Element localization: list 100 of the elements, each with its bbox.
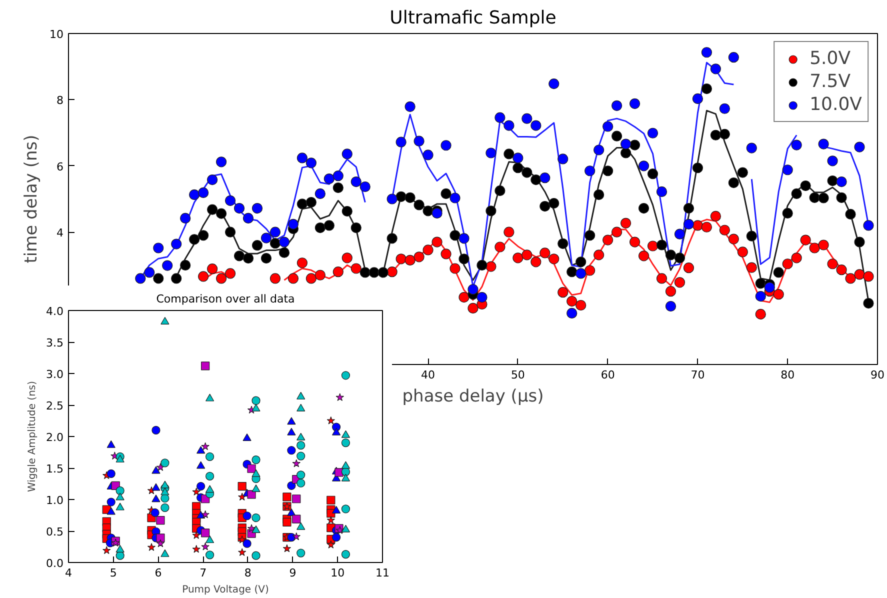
point [106,469,116,478]
y-tick-label: 4.0 [46,305,64,318]
point [341,550,350,559]
point [238,548,246,556]
point [201,510,210,518]
x-tick-label: 80 [780,368,795,382]
point [296,548,306,558]
point [296,452,306,460]
y-tick-label: 1.5 [46,462,64,476]
point [106,507,116,515]
point [106,498,116,506]
point [252,456,260,464]
point [196,461,206,469]
y-tick-label: 10 [50,28,64,41]
point [160,458,170,468]
point [282,518,292,526]
point [287,446,296,455]
chart-title: Ultramafic Sample [390,8,556,28]
point [201,442,210,450]
point [150,508,160,518]
point [238,482,246,491]
x-axis-title: Pump Voltage (V) [182,584,269,596]
legend-label: 7.5V [810,71,851,92]
point [192,531,200,539]
point [341,371,350,380]
point [292,514,301,524]
point [160,488,170,496]
x-tick-label: 70 [690,368,705,382]
legend-label: 10.0V [810,94,862,115]
x-tick-label: 10 [330,566,345,580]
point [192,544,200,553]
point [252,469,260,477]
y-tick-label: 2.0 [46,431,64,444]
y-tick-label: 0.0 [46,557,64,570]
point [326,540,336,548]
point [152,494,160,502]
point [116,544,124,553]
legend-label: 5.0V [810,48,851,69]
point [326,496,336,504]
point [247,524,256,532]
y-axis-title: Wiggle Amplitude (ns) [27,380,38,492]
x-tick-label: 6 [154,566,162,580]
point [160,480,170,488]
point [296,470,306,480]
point [116,492,124,500]
chart-title: Comparison over all data [156,292,295,306]
x-tick-label: 8 [244,566,252,580]
y-tick-label: 3.5 [46,336,64,350]
point [341,430,350,438]
point [206,550,214,560]
point [206,485,214,493]
point [292,494,301,504]
point [147,543,156,551]
y-axis-title: time delay (ns) [22,134,42,264]
point [341,438,350,448]
point [326,416,336,424]
x-tick-label: 11 [376,566,390,580]
x-tick-label: 40 [421,368,436,382]
point [160,549,170,557]
x-tick-label: 7 [200,566,207,580]
point [156,516,165,525]
point [252,484,260,492]
point [242,512,252,520]
point [116,486,124,495]
point [247,490,256,499]
point [106,440,116,448]
point [341,524,350,532]
point [192,488,200,496]
point [156,539,165,548]
point [238,492,246,501]
point [206,394,214,402]
point [116,454,124,462]
point [152,466,160,474]
point [196,446,206,454]
point [252,396,260,405]
x-tick-label: 50 [510,368,525,382]
point [282,492,292,502]
x-tick-label: 90 [870,368,884,382]
point [332,533,341,542]
point [160,503,170,512]
x-tick-label: 9 [289,566,296,580]
point [206,452,214,461]
point [252,513,260,522]
y-tick-label: 3.0 [46,368,64,381]
point [160,316,170,324]
point [341,504,350,514]
point [252,551,260,560]
x-tick-label: 4 [65,566,72,580]
point [296,432,306,440]
point [296,441,306,450]
point [252,525,260,533]
point [206,472,214,480]
point [196,482,206,491]
point [206,536,214,544]
point [152,426,160,434]
y-tick-label: 4 [56,226,64,240]
point [156,534,165,542]
point [296,522,306,530]
point [116,502,124,510]
x-tick-label: 5 [110,566,117,580]
